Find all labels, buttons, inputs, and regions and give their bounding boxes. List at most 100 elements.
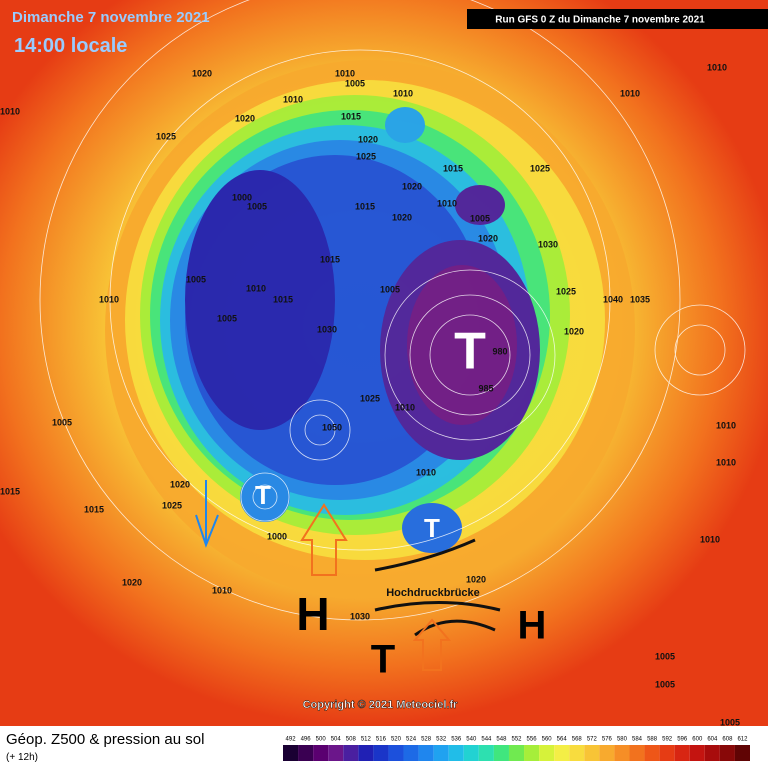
colorbar-swatch: [463, 745, 479, 761]
isobar-label: 1005: [345, 78, 365, 88]
isobar-label: 1050: [322, 422, 342, 432]
isobar-lines: [39, 0, 746, 621]
colorbar-swatch: [689, 745, 705, 761]
colorbar-label: 584: [632, 737, 643, 743]
colorbar-swatch: [328, 745, 344, 761]
isobar-label: 1010: [246, 283, 266, 293]
colorbar-label: 540: [466, 737, 477, 743]
warm-arrow: [300, 503, 348, 576]
isobar-label: 1015: [320, 254, 340, 264]
isobar-label: 1015: [341, 111, 361, 121]
isobar-label: 1010: [707, 62, 727, 72]
isobar-label: 1010: [335, 68, 355, 78]
isobar-label: 1025: [556, 286, 576, 296]
colorbar-swatch: [298, 745, 314, 761]
colorbar-label: 588: [647, 737, 658, 743]
isobar-label: 1005: [380, 284, 400, 294]
isobar-label: 985: [478, 383, 493, 393]
colorbar-swatch: [644, 745, 660, 761]
colorbar-label: 560: [542, 737, 553, 743]
isobar-label: 1010: [437, 198, 457, 208]
height-field: [105, 60, 635, 600]
colorbar-label: 580: [617, 737, 628, 743]
isobar-label: 1000: [267, 531, 287, 541]
isobar-label: 1020: [122, 577, 142, 587]
isobar-label: 1010: [716, 420, 736, 430]
colorbar-swatch: [388, 745, 404, 761]
colorbar-swatch: [403, 745, 419, 761]
isobar-label: 1005: [655, 679, 675, 689]
copyright: Copyright © 2021 Meteociel.fr: [303, 699, 459, 711]
isobar-label: 1015: [355, 201, 375, 211]
colorbar-label: 608: [722, 737, 733, 743]
colorbar-label: 552: [511, 737, 522, 743]
colorbar-label: 572: [587, 737, 598, 743]
ridge-annotation: Hochdruckbrücke: [386, 587, 480, 599]
pressure-center: T: [255, 480, 271, 510]
colorbar-label: 532: [436, 737, 447, 743]
colorbar-label: 508: [346, 737, 357, 743]
colorbar-swatch: [569, 745, 585, 761]
isobar-label: 1025: [360, 393, 380, 403]
colorbar-swatch: [659, 745, 675, 761]
isobar-label: 1040: [603, 294, 623, 304]
colorbar-swatch: [599, 745, 615, 761]
isobar-label: 1010: [700, 534, 720, 544]
isobar-label: 1015: [84, 504, 104, 514]
isobar-label: 1025: [162, 500, 182, 510]
isobar-label: 1020: [402, 181, 422, 191]
isobar-label: 1030: [317, 324, 337, 334]
isobar-label: 1010: [416, 467, 436, 477]
isobar-label: 1015: [273, 294, 293, 304]
colorbar-swatch: [554, 745, 570, 761]
isobar-label: 1005: [720, 717, 740, 727]
pressure-center: T: [371, 638, 395, 682]
colorbar-label: 520: [391, 737, 402, 743]
pressure-center: H: [518, 604, 547, 648]
colorbar-label: 612: [737, 737, 748, 743]
colorbar-label: 544: [481, 737, 492, 743]
colorbar-swatch: [524, 745, 540, 761]
colorbar-label: 516: [376, 737, 387, 743]
isobar-label: 1020: [478, 233, 498, 243]
colorbar-swatch: [283, 745, 299, 761]
colorbar-label: 576: [602, 737, 613, 743]
isobar-label: 1010: [99, 294, 119, 304]
colorbar-swatch: [584, 745, 600, 761]
colorbar-label: 528: [421, 737, 432, 743]
isobar-label: 1005: [655, 651, 675, 661]
isobar-label: 1020: [392, 212, 412, 222]
isobar-label: 1020: [564, 326, 584, 336]
colorbar-label: 556: [527, 737, 538, 743]
colorbar-swatch: [478, 745, 494, 761]
colorbar-swatch: [418, 745, 434, 761]
colorbar-label: 496: [301, 737, 312, 743]
colorbar-label: 492: [286, 737, 297, 743]
colorbar-label: 536: [451, 737, 462, 743]
isobar-label: 1005: [186, 274, 206, 284]
colorbar-label: 548: [496, 737, 507, 743]
isobar-label: 1005: [52, 417, 72, 427]
isobar-label: 1020: [170, 479, 190, 489]
isobar-label: 1000: [232, 192, 252, 202]
run-box: [467, 9, 768, 29]
isobar-label: 1020: [466, 574, 486, 584]
colorbar-swatch: [539, 745, 555, 761]
colorbar-swatch: [629, 745, 645, 761]
isobar-label: 1005: [247, 201, 267, 211]
colorbar-label: 568: [572, 737, 583, 743]
isobar-label: 1025: [530, 163, 550, 173]
isobar-label: 1010: [395, 402, 415, 412]
isobar-label: 1010: [393, 88, 413, 98]
isobar-label: 1030: [350, 611, 370, 621]
colorbar-label: 600: [692, 737, 703, 743]
isobar-label: 1035: [630, 294, 650, 304]
isobar-label: 1020: [358, 134, 378, 144]
colorbar-label: 596: [677, 737, 688, 743]
isobar-label: 1010: [620, 88, 640, 98]
isobar-label: 1010: [716, 457, 736, 467]
run-label: Run GFS 0 Z du Dimanche 7 novembre 2021: [495, 15, 705, 26]
colorbar-swatch: [674, 745, 690, 761]
isobar-label: 1020: [235, 113, 255, 123]
